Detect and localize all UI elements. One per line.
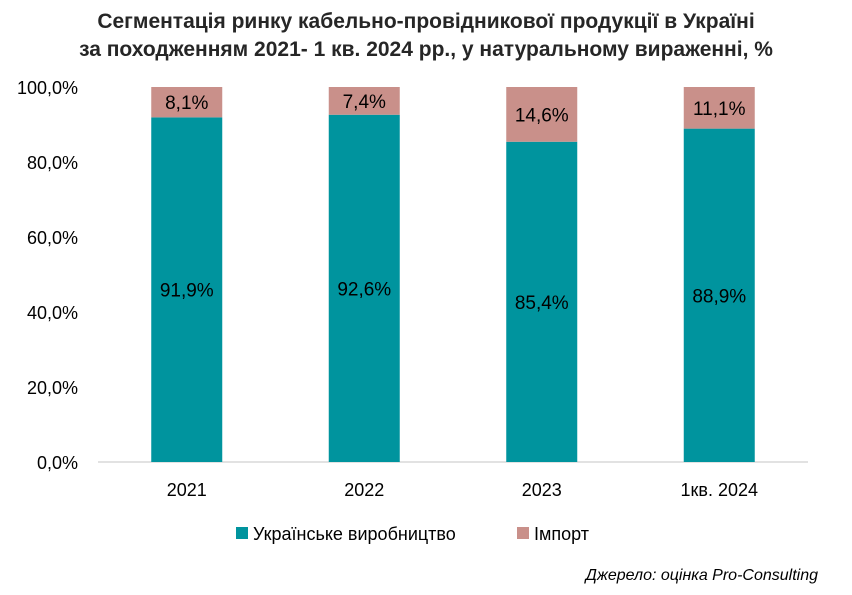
data-label: 85,4% [515, 293, 569, 314]
x-tick-label: 2023 [522, 480, 562, 500]
source-note: Джерело: оцінка Pro-Consulting [586, 567, 818, 585]
x-tick-label: 1кв. 2024 [681, 480, 759, 500]
legend-swatch-import [517, 527, 529, 539]
data-label: 91,9% [160, 281, 214, 302]
y-tick-label: 60,0% [27, 228, 78, 248]
y-tick-label: 80,0% [27, 153, 78, 173]
y-tick-label: 20,0% [27, 378, 78, 398]
legend-label: Українське виробництво [253, 524, 456, 544]
legend-label: Імпорт [534, 524, 589, 544]
legend-swatch-domestic [236, 527, 248, 539]
data-label: 92,6% [337, 279, 391, 300]
data-label: 11,1% [693, 99, 746, 120]
y-tick-label: 40,0% [27, 303, 78, 323]
data-label: 7,4% [343, 92, 386, 113]
data-label: 8,1% [165, 93, 208, 114]
data-label: 14,6% [515, 105, 569, 126]
y-tick-label: 100,0% [17, 78, 78, 98]
x-tick-label: 2021 [167, 480, 207, 500]
x-tick-label: 2022 [344, 480, 384, 500]
stacked-bar-chart: 0,0% 20,0% 40,0% 60,0% 80,0% 100,0% 91,9% 8,1% 2… [0, 0, 852, 595]
data-label: 88,9% [692, 286, 746, 307]
y-tick-label: 0,0% [37, 453, 78, 473]
